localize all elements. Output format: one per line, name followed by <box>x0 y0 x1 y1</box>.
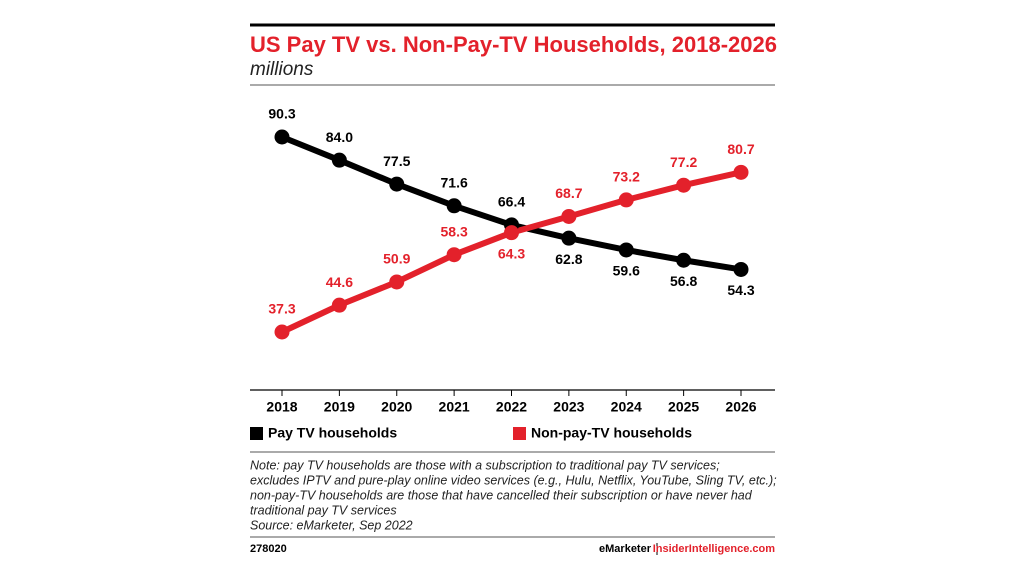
point <box>274 324 290 340</box>
data-label: 58.3 <box>441 223 468 239</box>
legend-swatch <box>513 427 526 440</box>
note: non-pay-TV households are those that hav… <box>250 488 753 502</box>
point <box>561 208 577 224</box>
point <box>389 176 405 192</box>
point <box>618 192 634 208</box>
x-tick-label: 2020 <box>381 399 412 415</box>
chart-title: US Pay TV vs. Non-Pay-TV Households, 201… <box>250 32 777 57</box>
data-label: 59.6 <box>613 263 640 279</box>
note: traditional pay TV services <box>250 503 397 517</box>
data-label: 84.0 <box>326 129 353 145</box>
legend-label: Non-pay-TV households <box>531 425 692 441</box>
x-tick-label: 2024 <box>611 399 642 415</box>
data-label: 37.3 <box>268 301 295 317</box>
note: Note: pay TV households are those with a… <box>250 458 720 472</box>
note: Source: eMarketer, Sep 2022 <box>250 518 413 532</box>
legend-swatch <box>250 427 263 440</box>
website: InsiderIntelligence.com <box>653 543 775 555</box>
point <box>446 198 462 214</box>
point <box>504 225 519 241</box>
point <box>331 152 347 168</box>
point <box>733 261 749 277</box>
x-tick-label: 2019 <box>324 399 355 415</box>
legend-label: Pay TV households <box>268 425 397 441</box>
x-tick-label: 2025 <box>668 399 699 415</box>
data-label: 66.4 <box>498 194 525 210</box>
data-label: 56.8 <box>670 273 697 289</box>
point <box>331 297 347 313</box>
point <box>618 242 634 258</box>
chart-subtitle: millions <box>250 59 314 80</box>
point <box>676 177 692 193</box>
point <box>733 164 749 180</box>
data-label: 50.9 <box>383 251 410 267</box>
data-label: 44.6 <box>326 274 353 290</box>
data-label: 71.6 <box>441 175 468 191</box>
x-tick-label: 2026 <box>725 399 756 415</box>
brand: eMarketer <box>599 543 652 555</box>
data-label: 77.2 <box>670 154 697 170</box>
x-tick-label: 2022 <box>496 399 527 415</box>
x-tick-label: 2018 <box>266 399 297 415</box>
data-label: 64.3 <box>498 245 525 261</box>
chart-id: 278020 <box>250 543 287 555</box>
data-label: 62.8 <box>555 251 582 267</box>
data-label: 54.3 <box>727 282 754 298</box>
point <box>274 129 290 145</box>
point <box>676 252 692 268</box>
data-label: 73.2 <box>613 169 640 185</box>
x-tick-label: 2021 <box>439 399 470 415</box>
point <box>389 274 405 290</box>
point <box>561 230 577 246</box>
data-label: 90.3 <box>268 106 295 122</box>
data-label: 68.7 <box>555 185 582 201</box>
x-tick-label: 2023 <box>553 399 584 415</box>
point <box>446 247 462 263</box>
note: excludes IPTV and pure-play online video… <box>250 473 777 487</box>
data-label: 80.7 <box>727 141 754 157</box>
data-label: 77.5 <box>383 153 410 169</box>
